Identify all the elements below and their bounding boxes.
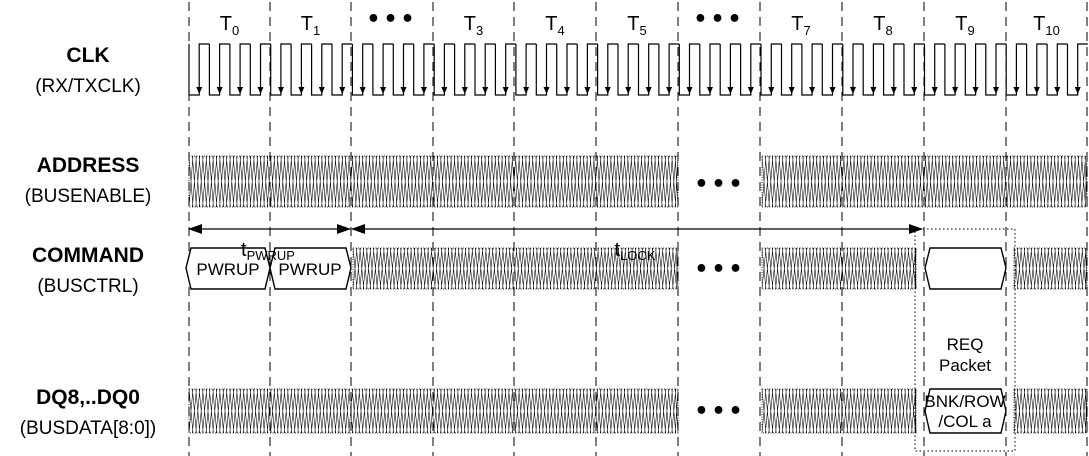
signal-alias-command: (BUSCTRL) — [37, 276, 138, 297]
clock-edge-arrow — [727, 87, 734, 94]
clock-edge-arrow — [768, 87, 775, 94]
address-dont-care-right — [761, 155, 1088, 208]
clock-edge-arrow — [584, 87, 591, 94]
data-box-line2: /COL a — [938, 412, 992, 431]
time-label-0: T0 — [220, 13, 239, 38]
clock-edge-arrow — [911, 87, 918, 94]
clock-edge-arrow — [380, 87, 387, 94]
clock-waveform — [188, 43, 1088, 96]
signal-alias-address: (BUSENABLE) — [25, 186, 152, 207]
data-box-line1: BNK/ROW — [924, 392, 1005, 411]
time-label-8: T8 — [873, 13, 892, 38]
data-gap-dots: ••• — [694, 399, 745, 424]
time-label-4: T4 — [545, 13, 564, 38]
data-box-group: BNK/ROW /COL a — [924, 388, 1007, 434]
clock-edge-arrow — [849, 87, 856, 94]
time-label-3: T3 — [464, 13, 483, 38]
clock-edge-arrow — [666, 87, 673, 94]
clock-edge-arrow — [339, 87, 346, 94]
t-pwrup-label: tPWRUP — [241, 239, 295, 263]
clock-edge-arrow — [890, 87, 897, 94]
command-dont-care-left — [352, 247, 679, 290]
clock-edge-arrow — [604, 87, 611, 94]
clock-edge-arrow — [482, 87, 489, 94]
clock-edge-arrow — [400, 87, 407, 94]
clock-edge-arrow — [563, 87, 570, 94]
clock-edge-arrow — [359, 87, 366, 94]
command-gap-dots: ••• — [694, 257, 745, 282]
clock-edge-arrow — [952, 87, 959, 94]
clock-edge-arrow — [1013, 87, 1020, 94]
clock-edge-arrow — [706, 87, 713, 94]
signal-labels: CLK (RX/TXCLK) ADDRESS (BUSENABLE) COMMA… — [20, 44, 157, 439]
pwrup-box-2-label: PWRUP — [278, 260, 341, 279]
clock-edge-arrow — [318, 87, 325, 94]
address-dont-care-left — [188, 155, 679, 208]
req-command-box — [924, 247, 1007, 290]
clock-edge-arrow — [441, 87, 448, 94]
pwrup-box-1 — [185, 247, 271, 290]
clock-edge-arrow — [461, 87, 468, 94]
time-label-1: T1 — [301, 13, 320, 38]
clock-edge-arrow — [196, 87, 203, 94]
clock-edge-arrow — [257, 87, 264, 94]
t-lock-label: tLOCK — [615, 239, 656, 263]
req-packet-outline — [914, 228, 1016, 452]
clock-edge-arrow — [972, 87, 979, 94]
req-packet-line1: REQ — [947, 335, 984, 354]
signal-name-address: ADDRESS — [37, 154, 140, 177]
clock-edge-arrow — [237, 87, 244, 94]
time-label-9: T9 — [955, 13, 974, 38]
clock-edge-arrow — [216, 87, 223, 94]
signal-alias-data: (BUSDATA[8:0]) — [20, 418, 157, 439]
command-dont-care-mid — [761, 247, 917, 290]
clock-edge-arrow — [788, 87, 795, 94]
clock-edge-arrow — [420, 87, 427, 94]
clock-edge-arrow — [502, 87, 509, 94]
signal-name-clk: CLK — [66, 44, 109, 67]
data-dont-care-mid — [761, 388, 917, 434]
time-labels: T0 T1 ••• T3 T4 T5 ••• T7 T8 T9 T10 — [220, 7, 1060, 38]
pwrup-box-2 — [269, 247, 352, 290]
clock-edge-arrow — [625, 87, 632, 94]
clock-edge-arrow — [809, 87, 816, 94]
timing-arrows: tPWRUP tLOCK — [188, 224, 923, 263]
time-label-7: T7 — [791, 13, 810, 38]
signal-name-data: DQ8,..DQ0 — [36, 386, 140, 409]
dont-care-bus-segments — [188, 155, 1088, 434]
req-packet-line2: Packet — [939, 356, 991, 375]
time-label-10: T10 — [1033, 13, 1060, 38]
data-dont-care-left — [188, 388, 679, 434]
clock-edge-arrow — [645, 87, 652, 94]
clock-square-wave — [188, 43, 1088, 96]
pwrup-box-1-label: PWRUP — [196, 260, 259, 279]
signal-name-command: COMMAND — [32, 244, 144, 267]
clock-edge-arrow — [931, 87, 938, 94]
clock-edge-arrow — [1054, 87, 1061, 94]
clock-edge-arrow — [870, 87, 877, 94]
command-pwrup-boxes: PWRUP PWRUP — [185, 247, 352, 290]
address-gap-dots: ••• — [694, 172, 745, 197]
data-dont-care-right — [1013, 388, 1088, 434]
data-packet-box — [924, 388, 1007, 434]
clock-edge-arrow — [523, 87, 530, 94]
clock-edge-arrow — [543, 87, 550, 94]
clock-edge-arrow — [747, 87, 754, 94]
gap-markers: ••• ••• ••• — [694, 172, 745, 424]
time-label-2: ••• — [366, 7, 417, 32]
time-label-6: ••• — [693, 7, 744, 32]
signal-alias-clk: (RX/TXCLK) — [35, 76, 141, 97]
clock-edge-arrow — [1033, 87, 1040, 94]
clock-edge-arrow — [992, 87, 999, 94]
command-dont-care-right — [1013, 247, 1088, 290]
clock-edge-arrow — [1074, 87, 1081, 94]
clock-edge-arrow — [277, 87, 284, 94]
clock-edge-arrow — [829, 87, 836, 94]
clock-edge-arrow — [686, 87, 693, 94]
clock-edge-arrow — [298, 87, 305, 94]
time-label-5: T5 — [627, 13, 646, 38]
